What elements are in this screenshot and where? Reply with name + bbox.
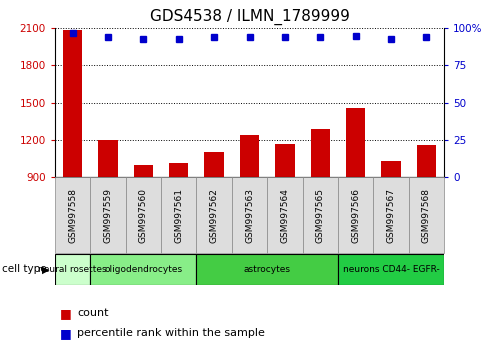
Bar [373,177,409,253]
Text: neural rosettes: neural rosettes [38,265,107,274]
Bar [310,129,330,289]
Text: GSM997559: GSM997559 [103,188,112,244]
Text: ■: ■ [60,307,72,320]
Bar [55,177,90,253]
Text: neurons CD44- EGFR-: neurons CD44- EGFR- [343,265,440,274]
Bar [98,140,118,289]
Text: astrocytes: astrocytes [244,265,291,274]
Bar [240,135,259,289]
Bar [126,177,161,253]
Bar [417,145,436,289]
Text: GSM997565: GSM997565 [316,188,325,244]
Text: GSM997564: GSM997564 [280,188,289,243]
Bar [302,177,338,253]
Text: oligodendrocytes: oligodendrocytes [104,265,183,274]
Bar [90,254,197,285]
Text: GSM997560: GSM997560 [139,188,148,244]
Text: GSM997567: GSM997567 [387,188,396,244]
Bar [267,177,302,253]
Bar [169,163,189,289]
Text: GSM997568: GSM997568 [422,188,431,244]
Bar [197,254,338,285]
Bar [55,254,90,285]
Text: ■: ■ [60,327,72,340]
Bar [409,177,444,253]
Bar [197,177,232,253]
Bar [346,108,365,289]
Bar [381,161,401,289]
Text: count: count [77,308,109,318]
Text: GSM997566: GSM997566 [351,188,360,244]
Bar [232,177,267,253]
Text: GSM997558: GSM997558 [68,188,77,244]
Text: cell type: cell type [2,264,47,274]
Text: GSM997563: GSM997563 [245,188,254,244]
Bar [134,165,153,289]
Bar [90,177,126,253]
Bar [161,177,197,253]
Bar [205,152,224,289]
Bar [338,254,444,285]
Bar [338,177,373,253]
Text: percentile rank within the sample: percentile rank within the sample [77,329,265,338]
Text: GSM997562: GSM997562 [210,188,219,243]
Bar [275,143,294,289]
Text: GSM997561: GSM997561 [174,188,183,244]
Text: ▶: ▶ [42,264,50,274]
Text: GDS4538 / ILMN_1789999: GDS4538 / ILMN_1789999 [150,9,349,25]
Bar [63,29,82,289]
